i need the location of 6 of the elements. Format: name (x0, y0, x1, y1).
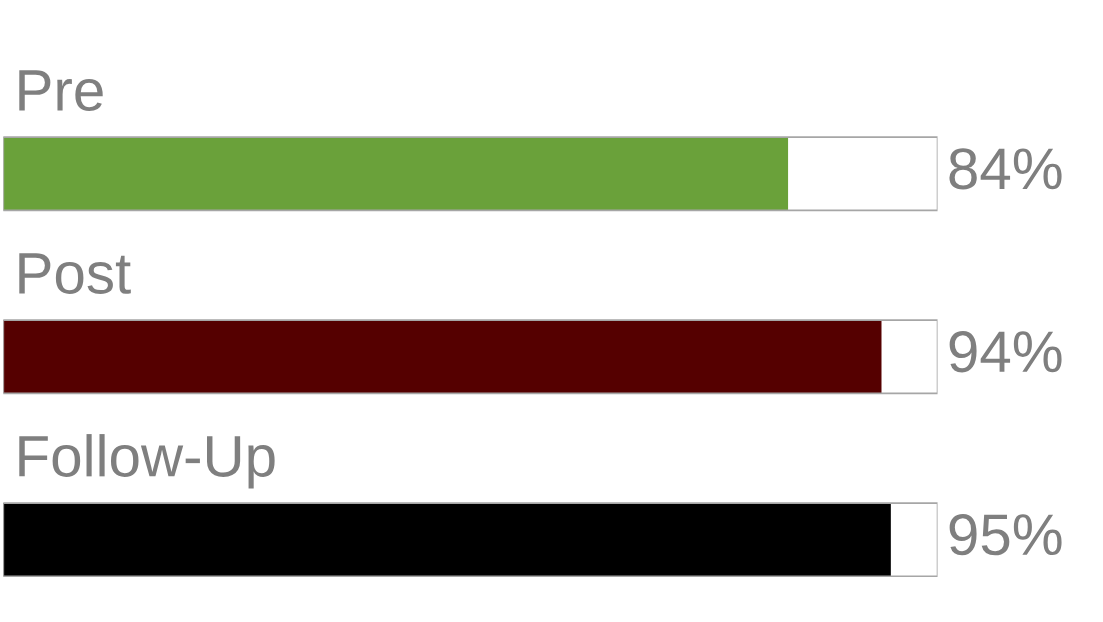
data-label: 84% (949, 148, 1062, 190)
y-tick-label: Post (19, 253, 131, 294)
data-label: 95% (949, 514, 1062, 556)
y-tick-label: Pre (19, 70, 103, 112)
data-label: 94% (949, 331, 1062, 373)
y-tick-label: Follow-Up (19, 434, 275, 489)
